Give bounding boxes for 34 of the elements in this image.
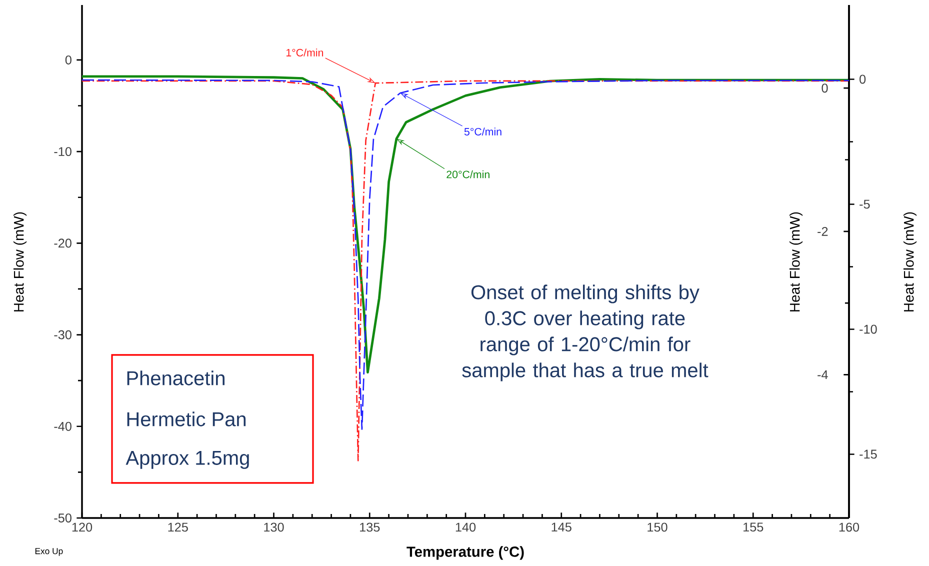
text: 20°C/min: [446, 170, 490, 178]
x-tick-label: 130: [264, 522, 284, 532]
y3-tick-label: -10: [860, 324, 877, 334]
annotation: Approx 1.5mg: [126, 451, 249, 469]
x-tick-label: 145: [552, 522, 572, 532]
x-tick-label: 150: [648, 522, 668, 532]
y-tick-label: -10: [54, 147, 72, 156]
y-axis-title: Heat Flow (mW): [13, 212, 27, 312]
x-tick-label: 135: [360, 522, 380, 532]
text: 5°C/min: [464, 128, 502, 136]
y3-tick-label: -5: [860, 200, 870, 209]
x-tick-label: 120: [72, 522, 92, 532]
y3-tick-label: 0: [860, 74, 866, 84]
x-tick-label: 160: [839, 522, 860, 532]
y2-axis-title: Heat Flow (mW): [789, 212, 803, 312]
y2-tick-label: 0: [822, 84, 828, 93]
x-tick-label: 155: [744, 522, 764, 532]
y-tick-label: -30: [54, 330, 72, 340]
y-tick-label: 0: [65, 55, 72, 64]
y-tick-label: -20: [54, 238, 72, 248]
y3-tick-label: -15: [860, 450, 877, 459]
x-tick-label: 125: [168, 522, 188, 532]
y3-axis-title: Heat Flow (mW): [903, 212, 917, 312]
y2-tick-label: -2: [818, 226, 828, 236]
y-tick-label: -50: [54, 514, 72, 522]
text: Exo Up: [35, 548, 63, 556]
x-tick-label: 140: [456, 522, 476, 532]
y2-tick-label: -4: [818, 370, 828, 380]
text: 1°C/min: [286, 48, 324, 56]
annotation: Onset of melting shifts by 0.3C over heating rate range of 1-20°C/min for sample that has a true melt: [462, 284, 708, 382]
annotation: Hermetic Pan: [127, 412, 246, 426]
x-axis-title: Temperature (°C): [406, 546, 524, 560]
y-tick-label: -40: [54, 422, 72, 431]
annotation: Phenacetin: [127, 370, 224, 386]
